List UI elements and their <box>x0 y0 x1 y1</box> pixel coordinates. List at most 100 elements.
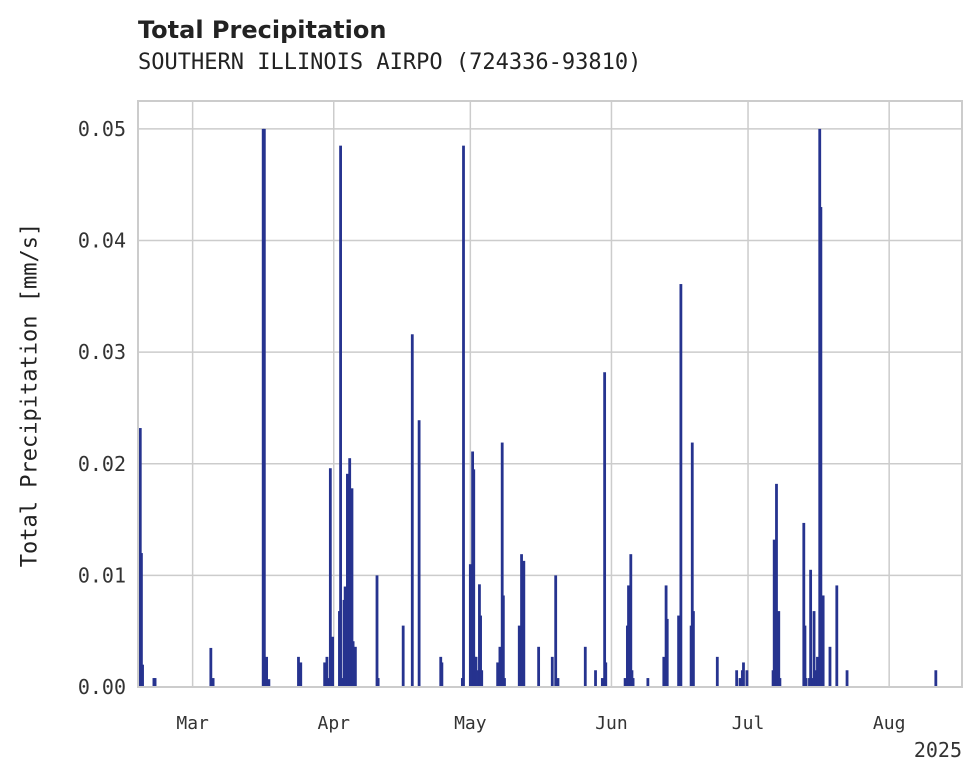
precipitation-bar <box>738 678 742 687</box>
x-tick-label: Apr <box>317 713 350 734</box>
precipitation-bar <box>677 615 681 687</box>
precipitation-bar <box>819 207 823 688</box>
precipitation-bar <box>662 656 666 687</box>
precipitation-bar <box>328 468 332 687</box>
precipitation-bar <box>496 662 500 687</box>
precipitation-bar <box>468 564 472 687</box>
precipitation-bar <box>480 670 484 687</box>
precipitation-bar <box>520 554 523 687</box>
precipitation-bar <box>350 488 354 687</box>
precipitation-bar <box>410 334 414 687</box>
precipitation-bar <box>265 656 269 687</box>
precipitation-bar <box>594 670 597 687</box>
precipitation-bar <box>816 656 819 687</box>
precipitation-bar <box>812 611 816 687</box>
precipitation-bar <box>804 678 808 687</box>
precipitation-bar <box>583 646 587 687</box>
precipitation-bar <box>401 625 405 687</box>
precipitation-bar <box>692 611 695 687</box>
y-tick-label: 0.05 <box>78 117 126 141</box>
precipitation-bar <box>745 670 749 687</box>
precipitation-bar <box>554 575 558 687</box>
precipitation-bar <box>331 636 335 687</box>
precipitation-bar <box>346 473 349 687</box>
precipitation-bar <box>376 678 380 687</box>
precipitation-bar <box>629 554 633 687</box>
precipitation-bar <box>679 284 683 687</box>
precipitation-bar <box>348 458 352 687</box>
chart-subtitle: SOUTHERN ILLINOIS AIRPO (724336-93810) <box>138 50 642 75</box>
precipitation-bar <box>503 678 506 687</box>
y-tick-label: 0.03 <box>78 340 126 364</box>
y-tick-label: 0.02 <box>78 452 126 476</box>
precipitation-bar <box>479 615 482 687</box>
y-axis-ticks: 0.00 0.01 0.02 0.03 0.04 0.05 <box>78 117 126 699</box>
precipitation-bar <box>375 575 379 687</box>
precipitation-bar <box>501 595 505 687</box>
x-tick-label: Aug <box>873 713 906 734</box>
precipitation-bar <box>351 641 355 687</box>
precipitation-bar <box>646 678 650 687</box>
precipitation-bar <box>777 611 781 687</box>
precipitation-bar <box>211 678 215 687</box>
precipitation-bar <box>325 656 329 687</box>
precipitation-bar <box>772 539 776 687</box>
bar-series <box>138 128 938 688</box>
precipitation-bar <box>627 585 630 687</box>
grid-lines <box>138 101 962 688</box>
precipitation-bar <box>835 585 839 687</box>
precipitation-bar <box>623 678 627 687</box>
precipitation-bar <box>742 662 745 687</box>
x-axis-offset-label: 2025 <box>914 738 962 762</box>
precipitation-bar <box>537 646 541 687</box>
precipitation-bar <box>809 569 813 687</box>
precipitation-bar <box>297 656 300 687</box>
precipitation-bar <box>500 442 504 687</box>
precipitation-bar <box>153 678 157 687</box>
chart-title: Total Precipitation <box>138 16 387 44</box>
precipitation-bar <box>517 625 521 687</box>
y-tick-label: 0.01 <box>78 563 126 587</box>
precipitation-bar <box>775 483 778 687</box>
precipitation-bar <box>353 646 357 687</box>
precipitation-bar <box>299 662 303 687</box>
precipitation-bar <box>556 678 560 687</box>
precipitation-bar <box>603 372 607 687</box>
plot-frame <box>137 100 963 688</box>
precipitation-bar <box>600 678 604 687</box>
precipitation-bar <box>778 678 782 687</box>
precipitation-bar <box>631 678 635 687</box>
precipitation-bar <box>343 586 347 687</box>
precipitation-bar <box>140 553 143 687</box>
precipitation-bar <box>340 678 344 687</box>
precipitation-bar <box>498 646 502 687</box>
precipitation-bar <box>141 664 144 687</box>
precipitation-bar <box>690 442 694 687</box>
precipitation-bar <box>735 670 739 687</box>
precipitation-bar <box>326 678 330 687</box>
precipitation-bar <box>339 145 342 688</box>
precipitation-bar <box>845 670 849 687</box>
y-tick-label: 0.00 <box>78 675 126 699</box>
precipitation-bar <box>821 595 825 687</box>
precipitation-bar <box>803 625 807 687</box>
x-axis-ticks: Mar Apr May Jun Jul Aug <box>176 713 905 734</box>
precipitation-bar <box>262 128 266 687</box>
y-tick-label: 0.04 <box>78 229 126 253</box>
precipitation-bar <box>604 662 608 687</box>
precipitation-bar <box>209 647 213 687</box>
precipitation-bar <box>828 646 832 687</box>
precipitation-bar <box>440 662 444 687</box>
precipitation-bar <box>665 618 669 687</box>
x-tick-label: Mar <box>176 713 209 734</box>
precipitation-bar <box>267 679 271 687</box>
precipitation-bar <box>802 522 806 687</box>
precipitation-bar <box>522 560 526 687</box>
precipitation-bar <box>472 469 476 687</box>
x-tick-label: Jun <box>595 713 628 734</box>
x-tick-label: May <box>454 713 487 734</box>
x-tick-label: Jul <box>732 713 765 734</box>
precipitation-bar <box>550 656 554 687</box>
precipitation-bar <box>715 656 719 687</box>
